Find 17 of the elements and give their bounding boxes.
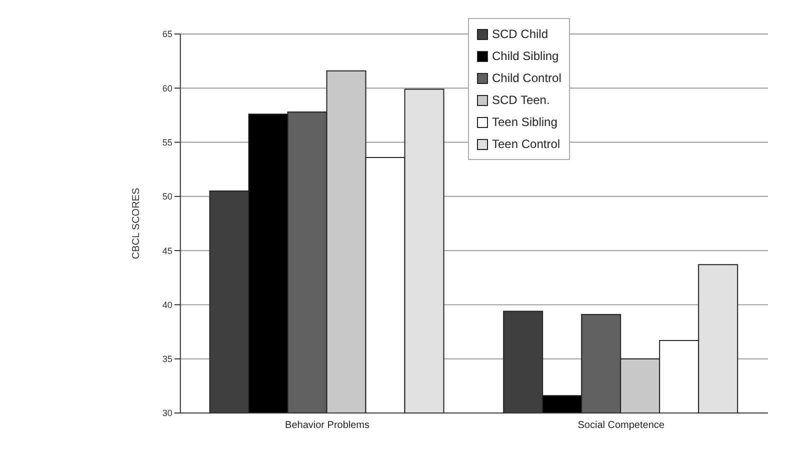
x-tick-label: Behavior Problems — [285, 420, 370, 432]
legend-label: SCD Child — [492, 26, 548, 43]
y-tick-label: 45 — [162, 246, 172, 256]
legend-label: Child Control — [492, 70, 562, 87]
y-tick-label: 55 — [162, 137, 172, 148]
legend-label: Teen Sibling — [492, 114, 558, 131]
legend-label: Teen Control — [492, 136, 560, 153]
x-tick-label: Social Competence — [578, 420, 665, 432]
y-tick-label: 30 — [162, 408, 172, 418]
y-axis-title: CBCL SCORES — [130, 188, 142, 260]
y-tick-label: 50 — [162, 192, 172, 202]
y-tick-label: 35 — [162, 354, 172, 364]
y-tick-label: 40 — [162, 300, 172, 310]
y-tick-label: 65 — [162, 29, 172, 40]
y-tick-label: 60 — [162, 83, 172, 94]
legend-label: SCD Teen. — [492, 92, 550, 109]
legend-label: Child Sibling — [492, 48, 559, 65]
